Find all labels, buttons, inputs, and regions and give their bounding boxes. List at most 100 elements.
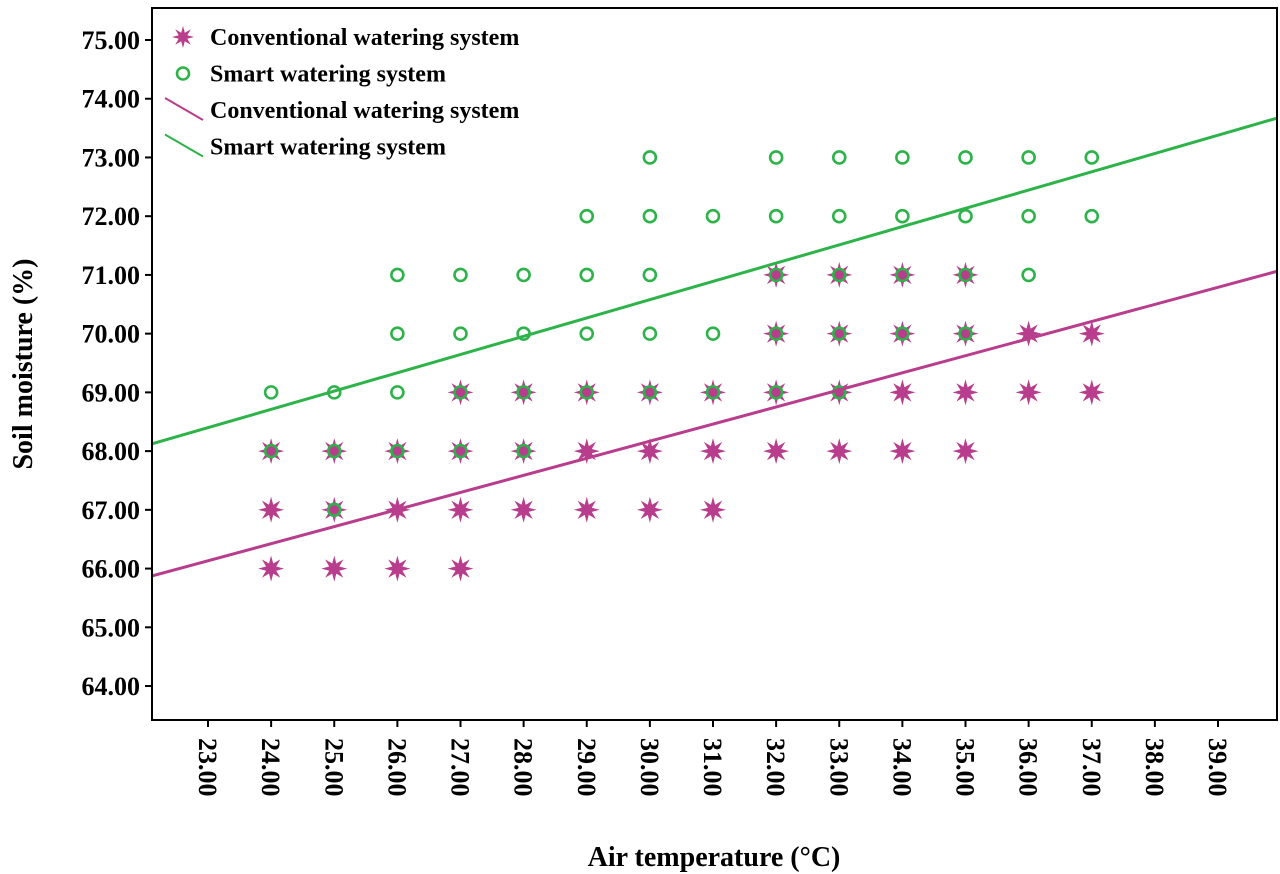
conventional-point-shape bbox=[700, 496, 726, 523]
conventional-point-shape bbox=[447, 555, 474, 582]
conventional-point-shape bbox=[321, 496, 348, 523]
smart-point bbox=[390, 443, 405, 459]
conventional-point bbox=[763, 320, 790, 347]
conventional-point bbox=[763, 379, 790, 406]
conventional-point-shape bbox=[258, 438, 285, 465]
y-tick-label: 69.00 bbox=[82, 378, 141, 407]
legend-line-icon bbox=[164, 133, 204, 158]
conventional-point bbox=[636, 496, 663, 523]
conventional-point bbox=[258, 555, 285, 582]
legend-circle-icon bbox=[175, 66, 191, 81]
conventional-point bbox=[826, 261, 853, 288]
smart-point bbox=[768, 150, 784, 165]
smart-point bbox=[1084, 208, 1100, 224]
smart-point bbox=[768, 326, 784, 341]
y-tick-label: 70.00 bbox=[82, 320, 141, 349]
smart-point bbox=[453, 443, 468, 459]
smart-point bbox=[958, 208, 973, 224]
conventional-point-shape bbox=[258, 496, 285, 523]
conventional-point-shape bbox=[952, 320, 979, 347]
smart-point bbox=[579, 208, 595, 224]
x-tick-label: 30.00 bbox=[635, 738, 664, 797]
smart-fit-line bbox=[152, 116, 1277, 446]
x-tick-label: 35.00 bbox=[951, 738, 980, 797]
smart-point bbox=[895, 326, 910, 341]
conventional-point-shape bbox=[1015, 379, 1042, 406]
conventional-point bbox=[1078, 379, 1105, 406]
smart-point bbox=[579, 267, 595, 283]
y-tick-label: 71.00 bbox=[82, 261, 141, 290]
conventional-point bbox=[510, 379, 537, 406]
conventional-point-shape bbox=[952, 438, 979, 465]
conventional-point bbox=[700, 496, 726, 523]
x-tick-label: 34.00 bbox=[887, 738, 916, 797]
x-tick-label: 37.00 bbox=[1077, 738, 1106, 797]
smart-point bbox=[642, 267, 658, 283]
smart-point bbox=[895, 150, 910, 165]
legend-star-icon bbox=[172, 26, 194, 48]
x-tick-label: 25.00 bbox=[319, 738, 348, 797]
conventional-point-shape bbox=[321, 438, 348, 465]
smart-point bbox=[831, 150, 847, 165]
y-tick-label: 67.00 bbox=[82, 496, 141, 525]
x-tick-label: 27.00 bbox=[446, 738, 475, 797]
smart-point bbox=[958, 267, 973, 283]
x-tick-label: 32.00 bbox=[761, 738, 790, 797]
plot-area bbox=[152, 116, 1277, 582]
x-tick-label: 38.00 bbox=[1140, 738, 1169, 797]
smart-point bbox=[453, 267, 468, 283]
smart-point bbox=[326, 443, 342, 459]
x-tick-label: 36.00 bbox=[1014, 738, 1043, 797]
conventional-point bbox=[258, 496, 285, 523]
conventional-point bbox=[636, 438, 663, 465]
conventional-point-shape bbox=[826, 261, 853, 288]
conventional-point bbox=[447, 555, 474, 582]
x-axis-label: Air temperature (°C) bbox=[588, 842, 841, 873]
conventional-point-shape bbox=[573, 379, 600, 406]
conventional-point bbox=[700, 379, 726, 406]
legend-item: Smart watering system bbox=[164, 133, 446, 161]
conventional-point-shape bbox=[510, 438, 537, 465]
smart-point bbox=[326, 502, 342, 518]
smart-point bbox=[831, 326, 847, 341]
conventional-point-shape bbox=[384, 555, 411, 582]
conventional-point-shape bbox=[258, 555, 285, 582]
legend-item: Conventional watering system bbox=[172, 25, 519, 51]
y-tick-label: 72.00 bbox=[82, 202, 141, 231]
smart-point bbox=[895, 267, 910, 283]
smart-point bbox=[1084, 150, 1100, 165]
conventional-point bbox=[952, 379, 979, 406]
smart-point bbox=[516, 385, 531, 400]
smart-point bbox=[642, 326, 658, 341]
conventional-point bbox=[384, 438, 411, 465]
conventional-point bbox=[510, 496, 537, 523]
smart-point bbox=[390, 267, 405, 283]
conventional-point-shape bbox=[763, 320, 790, 347]
smart-point bbox=[579, 326, 595, 341]
conventional-point-shape bbox=[889, 320, 916, 347]
smart-point bbox=[705, 208, 721, 224]
conventional-point-shape bbox=[636, 496, 663, 523]
conventional-point bbox=[321, 496, 348, 523]
legend-label: Conventional watering system bbox=[210, 25, 519, 51]
smart-point bbox=[705, 326, 721, 341]
smart-point bbox=[958, 150, 973, 165]
smart-point bbox=[642, 385, 658, 400]
conventional-point bbox=[952, 261, 979, 288]
x-tick-label: 29.00 bbox=[572, 738, 601, 797]
conventional-point-shape bbox=[447, 438, 474, 465]
conventional-point bbox=[700, 438, 726, 465]
conventional-point bbox=[321, 555, 348, 582]
x-tick-label: 39.00 bbox=[1203, 738, 1232, 797]
conventional-point bbox=[889, 320, 916, 347]
conventional-point bbox=[258, 438, 285, 465]
conventional-point bbox=[1078, 320, 1105, 347]
conventional-point-shape bbox=[447, 496, 474, 523]
smart-point bbox=[263, 443, 279, 459]
conventional-point-shape bbox=[510, 379, 537, 406]
x-tick-label: 33.00 bbox=[824, 738, 853, 797]
x-tick-label: 26.00 bbox=[382, 738, 411, 797]
conventional-point-shape bbox=[763, 261, 790, 288]
smart-point bbox=[768, 267, 784, 283]
